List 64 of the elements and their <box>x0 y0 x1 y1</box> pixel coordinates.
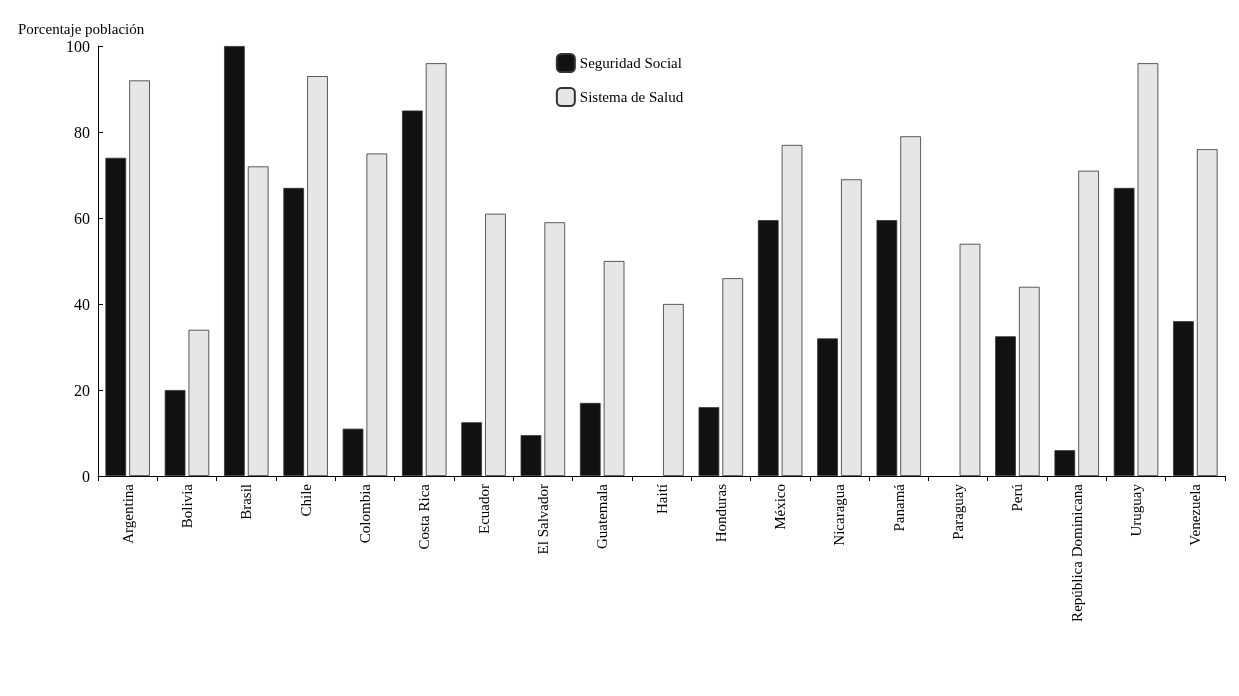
bar <box>1173 321 1194 476</box>
x-tick-label: Argentina <box>119 483 136 544</box>
bar <box>307 76 328 476</box>
y-tick-label: 60 <box>74 209 90 227</box>
bar <box>817 338 838 476</box>
bar <box>1054 450 1076 476</box>
y-tick-label: 20 <box>74 381 90 399</box>
bar <box>425 63 447 476</box>
y-tick-label: 40 <box>74 295 90 313</box>
x-tick-label: Colombia <box>356 483 373 544</box>
x-tick-label: México <box>772 484 789 530</box>
bar <box>603 261 625 476</box>
x-tick-label: Chile <box>297 483 314 517</box>
bar <box>781 144 803 476</box>
x-tick-label: República Dominicana <box>1068 483 1085 622</box>
y-tick-label: 0 <box>82 467 90 485</box>
x-tick-label: Guatemala <box>594 483 611 549</box>
x-tick-label: Brasil <box>238 484 255 520</box>
bar <box>485 213 506 476</box>
bar <box>366 153 388 476</box>
y-tick-label: 100 <box>66 37 90 55</box>
bar <box>841 179 862 476</box>
bar <box>757 220 779 476</box>
bar <box>1113 187 1135 476</box>
bar <box>520 435 542 476</box>
bar <box>164 390 186 476</box>
y-axis-title: Porcentaje población <box>18 20 145 37</box>
x-tick-label: Nicaragua <box>831 483 848 546</box>
bar <box>461 422 482 476</box>
x-tick-label: El Salvador <box>534 484 551 555</box>
bar <box>544 222 566 476</box>
bar <box>722 278 744 476</box>
bar <box>1018 286 1040 476</box>
x-tick-label: Venezuela <box>1187 483 1204 546</box>
bar <box>1196 149 1218 476</box>
x-tick-label: Honduras <box>712 483 729 543</box>
x-tick-label: Paraguay <box>950 483 967 540</box>
legend-label: Sistema de Salud <box>579 89 684 105</box>
bar <box>900 136 922 476</box>
bar <box>1137 63 1159 476</box>
x-tick-label: Costa Rica <box>416 483 433 550</box>
bar <box>283 187 305 476</box>
x-tick-label: Bolivia <box>178 483 195 529</box>
bar <box>247 166 269 476</box>
bar <box>959 243 981 476</box>
bar <box>188 329 210 476</box>
bar <box>663 304 684 476</box>
y-tick-label: 80 <box>74 123 90 141</box>
bar <box>995 336 1016 476</box>
x-tick-label: Panamá <box>890 483 907 532</box>
bar <box>401 110 423 476</box>
x-tick-label: Haití <box>653 484 670 514</box>
bar <box>105 157 127 476</box>
x-tick-label: Uruguay <box>1128 483 1145 537</box>
bar <box>342 428 364 476</box>
bar <box>579 402 601 476</box>
bar <box>698 407 720 476</box>
x-tick-label: Perú <box>1009 483 1026 512</box>
legend-label: Seguridad Social <box>579 55 682 71</box>
x-tick-label: Ecuador <box>475 484 492 534</box>
bar <box>224 46 245 476</box>
bar <box>1078 170 1099 476</box>
bar <box>129 80 150 476</box>
bar <box>876 220 898 476</box>
